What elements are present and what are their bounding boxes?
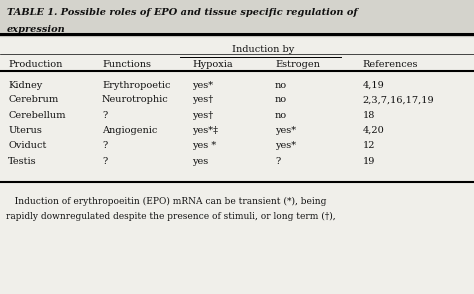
- Text: ?: ?: [275, 157, 280, 166]
- Text: Induction of erythropoeitin (EPO) mRNA can be transient (*), being: Induction of erythropoeitin (EPO) mRNA c…: [6, 197, 326, 206]
- Text: Erythropoetic: Erythropoetic: [102, 81, 171, 90]
- Text: Production: Production: [8, 60, 63, 69]
- Text: Functions: Functions: [102, 60, 151, 69]
- Text: yes *: yes *: [192, 141, 216, 150]
- Text: no: no: [275, 111, 287, 120]
- Text: Uterus: Uterus: [8, 126, 42, 135]
- Text: 19: 19: [363, 157, 375, 166]
- Text: yes*: yes*: [275, 126, 296, 135]
- Text: yes†: yes†: [192, 111, 213, 120]
- Text: Kidney: Kidney: [8, 81, 42, 90]
- Text: Cerebrum: Cerebrum: [8, 96, 58, 104]
- Bar: [0, 0, 474, 36]
- Text: Testis: Testis: [8, 157, 36, 166]
- Text: Cerebellum: Cerebellum: [8, 111, 65, 120]
- Text: no: no: [275, 96, 287, 104]
- Text: ?: ?: [102, 141, 107, 150]
- Text: yes*: yes*: [275, 141, 296, 150]
- Text: 12: 12: [363, 141, 375, 150]
- Text: 18: 18: [363, 111, 375, 120]
- Text: 4,20: 4,20: [363, 126, 384, 135]
- Text: rapidly downregulated despite the presence of stimuli, or long term (†),: rapidly downregulated despite the presen…: [6, 211, 335, 221]
- Text: References: References: [363, 60, 418, 69]
- Text: yes*‡: yes*‡: [192, 126, 218, 135]
- Text: Estrogen: Estrogen: [275, 60, 320, 69]
- Text: Induction by: Induction by: [232, 45, 294, 54]
- Text: 4,19: 4,19: [363, 81, 384, 90]
- Text: yes*: yes*: [192, 81, 213, 90]
- Text: no: no: [275, 81, 287, 90]
- Text: ?: ?: [102, 111, 107, 120]
- Text: expression: expression: [7, 25, 66, 34]
- Text: TABLE 1. Possible roles of EPO and tissue specific regulation of: TABLE 1. Possible roles of EPO and tissu…: [7, 8, 358, 17]
- Text: Neurotrophic: Neurotrophic: [102, 96, 169, 104]
- Text: 2,3,7,16,17,19: 2,3,7,16,17,19: [363, 96, 434, 104]
- Text: Hypoxia: Hypoxia: [192, 60, 233, 69]
- Text: ?: ?: [102, 157, 107, 166]
- Text: yes: yes: [192, 157, 208, 166]
- Text: Oviduct: Oviduct: [8, 141, 46, 150]
- Text: Angiogenic: Angiogenic: [102, 126, 157, 135]
- Text: yes†: yes†: [192, 96, 213, 104]
